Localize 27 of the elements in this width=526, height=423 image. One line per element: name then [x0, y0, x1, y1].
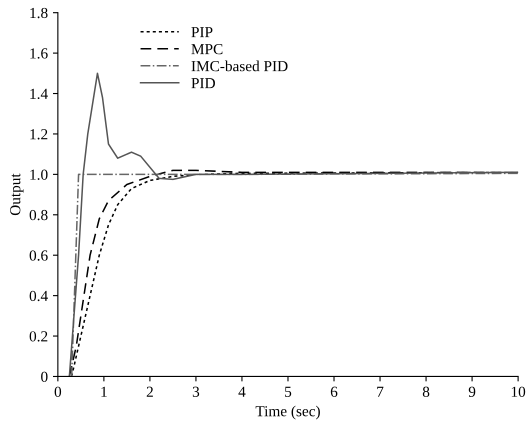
- x-tick-label: 8: [422, 386, 430, 397]
- y-axis-title: Output: [10, 173, 24, 216]
- y-tick-label: 1.0: [30, 170, 48, 180]
- y-tick-label: 1.2: [30, 129, 48, 140]
- y-tick-label: 0.2: [30, 331, 48, 342]
- y-tick-label: 0: [41, 372, 48, 382]
- x-tick-label: 5: [285, 386, 292, 397]
- y-tick-label: 1.8: [30, 8, 48, 18]
- x-tick-label: 7: [377, 386, 384, 397]
- x-tick-label: 3: [192, 386, 200, 397]
- y-tick-label: 1.4: [30, 88, 48, 100]
- y-tick-label: 0.6: [30, 250, 48, 261]
- x-tick-label: 4: [238, 386, 246, 397]
- x-tick-label: 10: [512, 386, 526, 397]
- x-tick-label: 1: [101, 386, 107, 397]
- x-tick-label: 2: [146, 386, 153, 397]
- legend-label: PID: [191, 78, 215, 88]
- x-tick-label: 6: [330, 386, 338, 397]
- legend-label: PIP: [191, 27, 212, 38]
- x-axis-title: Time (sec): [256, 406, 320, 420]
- x-tick-label: 9: [468, 386, 476, 397]
- legend-label: MPC: [191, 44, 222, 54]
- y-tick-label: 1.6: [30, 48, 48, 59]
- x-tick-label: 0: [54, 386, 62, 397]
- legend-label: IMC-based PID: [192, 60, 288, 72]
- y-tick-label: 0.4: [30, 290, 48, 302]
- y-tick-label: 0.8: [30, 210, 48, 220]
